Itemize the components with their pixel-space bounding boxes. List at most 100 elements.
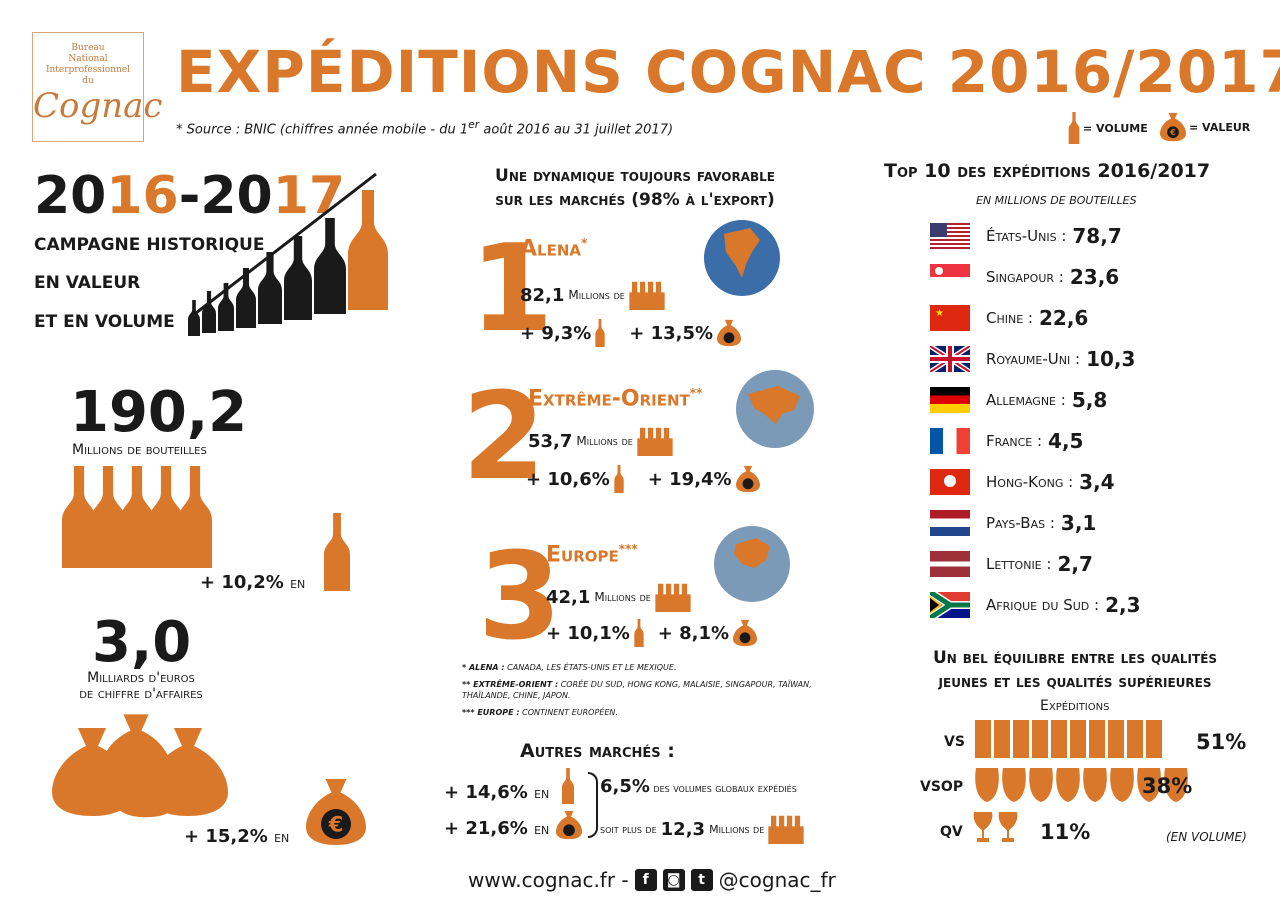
autres-share: 6,5% des volumes globaux expédiés (600, 776, 797, 797)
campaign-line-1: CAMPAGNE HISTORIQUE (34, 235, 265, 255)
quality-pct-qv: 11% (1040, 820, 1091, 844)
bottle-icon (595, 319, 605, 347)
legend-volume: = VOLUME (1068, 112, 1148, 144)
flag-uk-icon (930, 346, 970, 372)
rank-1: 1 (470, 220, 554, 359)
markets-title: Une dynamique toujours favorable sur les … (495, 166, 775, 210)
country-row: Pays-Bas :3,1 (930, 509, 1096, 537)
glass-shape (975, 720, 991, 758)
market-growth-extreme-orient: + 10,6% + 19,4% (526, 464, 760, 494)
money-bag-icon (717, 318, 741, 348)
glass-icon (1051, 720, 1067, 758)
glass-shape (1108, 720, 1124, 758)
value-total: 3,0 (92, 610, 192, 675)
glass-shape (1056, 768, 1080, 802)
bottle-icon (562, 768, 574, 804)
money-bag-icon (733, 618, 757, 648)
footer: www.cognac.fr - f ◙ t @cognac_fr (468, 868, 836, 892)
flag-china-icon: ★ (930, 305, 970, 331)
qv-glasses (972, 812, 1019, 842)
glass-shape (1032, 720, 1048, 758)
glass-icon (1108, 720, 1124, 758)
crate-icon (655, 583, 691, 612)
country-row: Singapour :23,6 (930, 263, 1119, 291)
glass-shape (975, 768, 999, 802)
globe-americas-icon (704, 220, 780, 296)
market-volume-alena: 82,1 Millions de (520, 280, 665, 310)
flag-latvia-icon (930, 551, 970, 577)
svg-text:€: € (1169, 128, 1175, 137)
country-row: États-Unis :78,7 (930, 222, 1122, 250)
page-title: EXPÉDITIONS COGNAC 2016/2017* (176, 38, 1280, 106)
campaign-line-3: ET EN VOLUME (34, 312, 175, 332)
globe-asia-icon (736, 370, 814, 448)
rank-2: 2 (462, 368, 546, 507)
glass-icon (1032, 720, 1048, 758)
vsop-glasses (975, 768, 1188, 802)
glass-icon (1013, 720, 1029, 758)
country-row: Afrique du Sud :2,3 (930, 591, 1141, 619)
glass-shape (1029, 768, 1053, 802)
quality-pct-vs: 51% (1196, 730, 1247, 754)
glass-shape (1127, 720, 1143, 758)
flag-hongkong-icon (930, 469, 970, 495)
vs-glasses (975, 720, 1162, 758)
quality-label-vsop: VSOP (920, 779, 964, 795)
flag-south-africa-icon (930, 592, 970, 618)
glass-icon (1029, 768, 1053, 802)
website-link[interactable]: www.cognac.fr - (468, 868, 629, 892)
value-growth: + 15,2% EN (184, 826, 290, 847)
money-bags-graphic (52, 714, 228, 818)
instagram-icon[interactable]: ◙ (662, 869, 685, 891)
facebook-icon[interactable]: f (634, 869, 657, 891)
brace-divider (588, 772, 598, 838)
flag-germany-icon (930, 387, 970, 413)
money-bag-icon (556, 808, 582, 842)
crate-icon (629, 281, 665, 310)
money-bag-icon: € (1160, 112, 1186, 142)
flag-france-icon (930, 428, 970, 454)
glass-icon (1002, 768, 1026, 802)
quality-label-qv: QV (940, 824, 963, 840)
glass-icon (1056, 768, 1080, 802)
market-growth-alena: + 9,3% + 13,5% (520, 318, 741, 348)
crate-icon (768, 815, 804, 844)
market-name-extreme-orient: Extrême-Orient** (528, 386, 703, 412)
glass-shape (1137, 768, 1161, 802)
glass-icon (998, 812, 1018, 842)
quality-subtitle: Expéditions (1040, 698, 1110, 714)
autres-volume-growth: + 14,6% EN (444, 782, 550, 803)
glass-icon (1110, 768, 1134, 802)
growing-bottles-graphic (188, 172, 388, 336)
source-note: * Source : BNIC (chiffres année mobile -… (176, 118, 674, 138)
glass-shape (1110, 768, 1134, 802)
glass-icon (1127, 720, 1143, 758)
glass-icon (1083, 768, 1107, 802)
glass-shape (1002, 768, 1026, 802)
glass-shape (998, 812, 1018, 842)
glass-icon (1146, 720, 1162, 758)
money-bag-icon (736, 464, 760, 494)
market-name-europe: Europe*** (546, 542, 638, 568)
glass-icon (975, 768, 999, 802)
autres-marches-title: Autres marchés : (520, 740, 675, 762)
social-handle[interactable]: @cognac_fr (718, 868, 836, 892)
value-label: Milliards d'euros de chiffre d'affaires (79, 670, 203, 702)
bottle-icon (634, 619, 644, 647)
top10-subtitle: EN MILLIONS DE BOUTEILLES (976, 194, 1137, 207)
market-volume-extreme-orient: 53,7 Millions de (528, 426, 673, 456)
campaign-years: 2016-2017 (34, 166, 346, 226)
campaign-line-2: EN VALEUR (34, 273, 141, 293)
legend-valeur: € = VALEUR (1160, 112, 1250, 142)
market-growth-europe: + 10,1% + 8,1% (546, 618, 757, 648)
glass-shape (1089, 720, 1105, 758)
glass-shape (1051, 720, 1067, 758)
market-name-alena: Alena* (520, 236, 588, 262)
twitter-icon[interactable]: t (690, 869, 713, 891)
volume-label: Millions de bouteilles (72, 442, 207, 458)
market-volume-europe: 42,1 Millions de (546, 582, 691, 612)
autres-value-growth: + 21,6% EN (444, 818, 550, 839)
glass-shape (973, 812, 993, 842)
country-row: Lettonie :2,7 (930, 550, 1093, 578)
svg-text:€: € (328, 813, 344, 837)
